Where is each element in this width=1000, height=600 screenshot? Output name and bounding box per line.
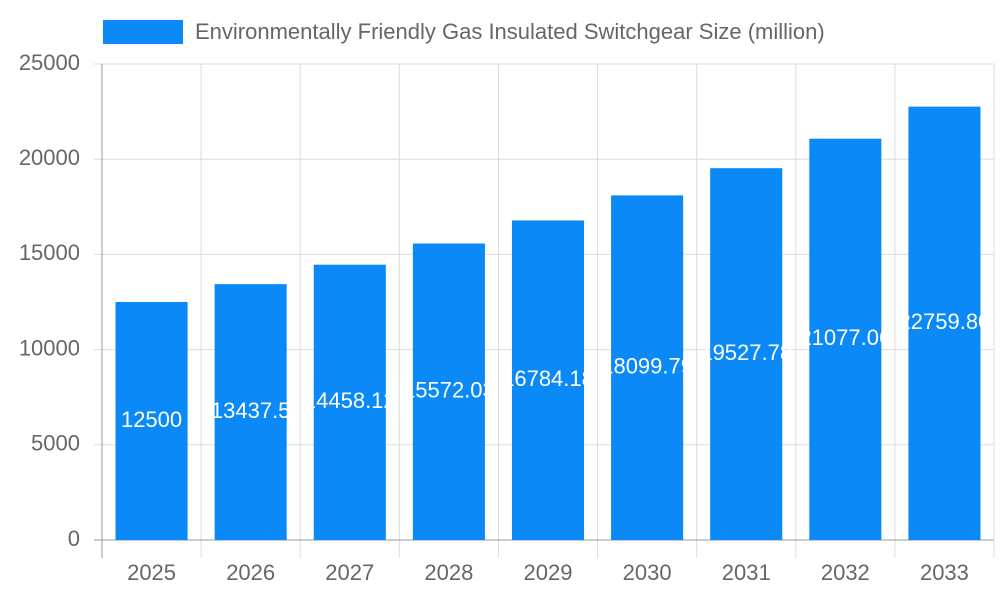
value-label: 15572.03 — [403, 378, 495, 403]
value-label: 16784.18 — [502, 366, 594, 391]
y-tick-label: 10000 — [19, 335, 80, 360]
value-label: 12500 — [121, 407, 182, 432]
bar — [611, 195, 684, 540]
bar — [313, 264, 386, 540]
x-tick-label: 2031 — [722, 560, 771, 585]
value-label: 22759.80 — [899, 309, 991, 334]
x-tick-label: 2029 — [524, 560, 573, 585]
x-tick-label: 2033 — [920, 560, 969, 585]
value-label: 21077.06 — [799, 325, 891, 350]
legend-swatch — [103, 20, 183, 44]
y-tick-label: 20000 — [19, 145, 80, 170]
value-label: 19527.78 — [700, 340, 792, 365]
x-tick-label: 2030 — [623, 560, 672, 585]
bar — [412, 243, 485, 540]
x-tick-label: 2025 — [127, 560, 176, 585]
y-tick-label: 5000 — [31, 431, 80, 456]
y-tick-label: 0 — [68, 526, 80, 551]
value-label: 14458.12 — [304, 388, 396, 413]
bar — [809, 138, 882, 540]
x-tick-label: 2032 — [821, 560, 870, 585]
bar — [214, 284, 287, 540]
bar — [908, 106, 981, 540]
x-tick-label: 2028 — [424, 560, 473, 585]
bar — [710, 168, 783, 540]
legend-label: Environmentally Friendly Gas Insulated S… — [195, 19, 825, 44]
bar — [115, 302, 188, 540]
y-tick-label: 15000 — [19, 240, 80, 265]
bar — [511, 220, 585, 541]
x-tick-label: 2026 — [226, 560, 275, 585]
value-label: 18099.79 — [601, 354, 693, 379]
y-tick-label: 25000 — [19, 50, 80, 75]
x-tick-label: 2027 — [325, 560, 374, 585]
value-label: 13437.5 — [211, 398, 291, 423]
